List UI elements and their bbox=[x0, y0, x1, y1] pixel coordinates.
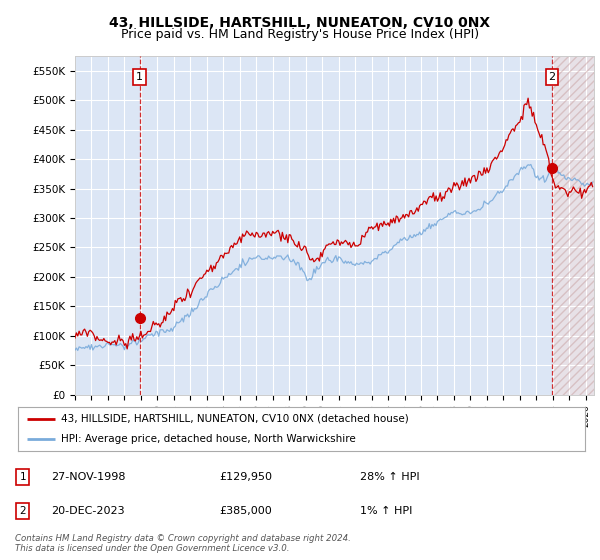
Text: 20-DEC-2023: 20-DEC-2023 bbox=[51, 506, 125, 516]
Bar bbox=[553, 56, 600, 395]
Bar bbox=[553, 56, 600, 395]
Text: 27-NOV-1998: 27-NOV-1998 bbox=[51, 472, 125, 482]
Text: 1: 1 bbox=[19, 472, 26, 482]
Text: 1% ↑ HPI: 1% ↑ HPI bbox=[360, 506, 412, 516]
Text: 28% ↑ HPI: 28% ↑ HPI bbox=[360, 472, 419, 482]
Text: 2: 2 bbox=[19, 506, 26, 516]
Text: £129,950: £129,950 bbox=[219, 472, 272, 482]
Text: £385,000: £385,000 bbox=[219, 506, 272, 516]
Text: 43, HILLSIDE, HARTSHILL, NUNEATON, CV10 0NX: 43, HILLSIDE, HARTSHILL, NUNEATON, CV10 … bbox=[109, 16, 491, 30]
Text: 1: 1 bbox=[136, 72, 143, 82]
Text: Price paid vs. HM Land Registry's House Price Index (HPI): Price paid vs. HM Land Registry's House … bbox=[121, 28, 479, 41]
Text: 2: 2 bbox=[548, 72, 556, 82]
Text: HPI: Average price, detached house, North Warwickshire: HPI: Average price, detached house, Nort… bbox=[61, 434, 355, 444]
Text: 43, HILLSIDE, HARTSHILL, NUNEATON, CV10 0NX (detached house): 43, HILLSIDE, HARTSHILL, NUNEATON, CV10 … bbox=[61, 414, 408, 424]
Text: Contains HM Land Registry data © Crown copyright and database right 2024.
This d: Contains HM Land Registry data © Crown c… bbox=[15, 534, 351, 553]
